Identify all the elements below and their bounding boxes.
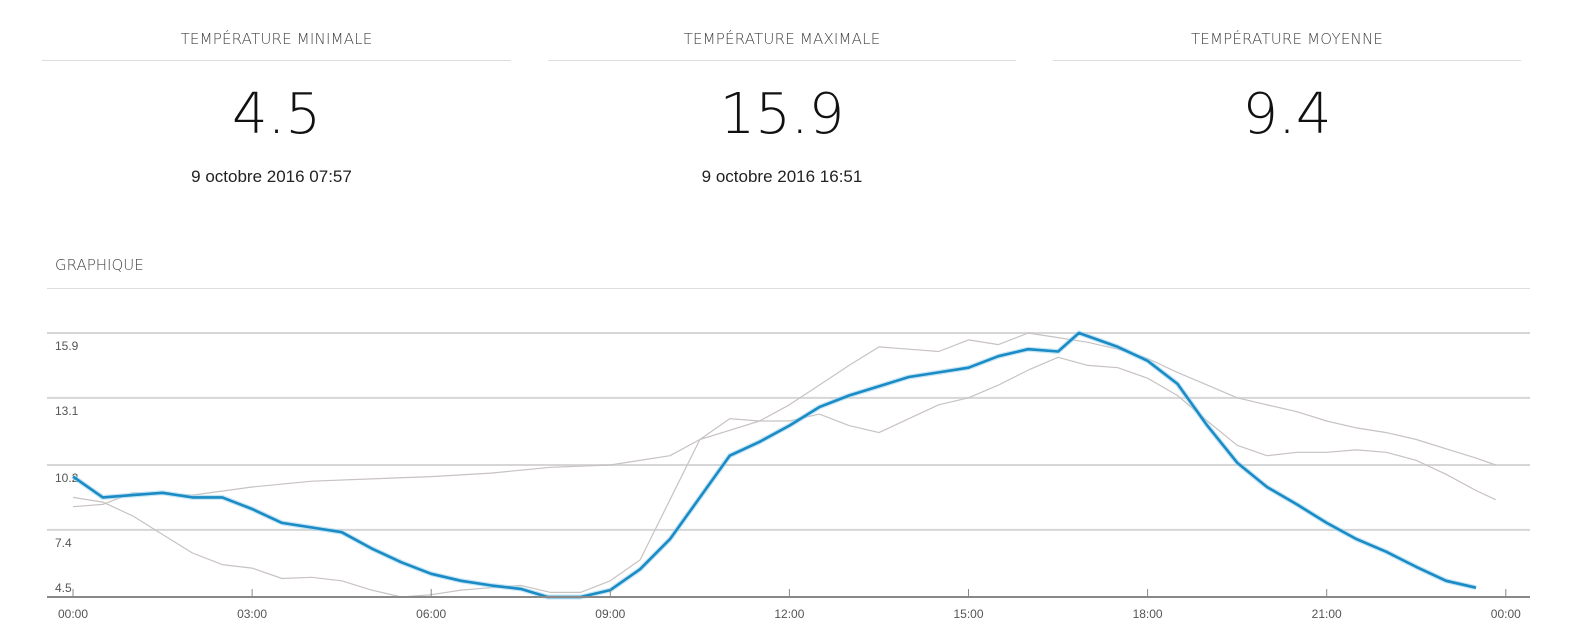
section-divider — [47, 288, 1530, 289]
x-tick-label: 12:00 — [774, 607, 804, 621]
x-tick-label: 09:00 — [595, 607, 625, 621]
avg-temperature-card: TEMPÉRATURE MOYENNE 9.4 — [1053, 0, 1521, 147]
graph-section-title: GRAPHIQUE — [55, 256, 144, 274]
y-tick-label: 15.9 — [55, 339, 79, 353]
series-line-reference-upper — [72, 332, 1496, 508]
x-tick-label: 00:00 — [58, 607, 88, 621]
x-tick-label: 00:00 — [1491, 607, 1521, 621]
x-tick-label: 21:00 — [1312, 607, 1342, 621]
series-line-today — [72, 331, 1477, 599]
max-temperature-card: TEMPÉRATURE MAXIMALE 15.9 9 octobre 2016… — [548, 0, 1016, 187]
max-temperature-value: 15.9 — [719, 82, 845, 147]
y-tick-label: 10.2 — [55, 471, 79, 485]
avg-temperature-value: 9.4 — [1242, 82, 1332, 147]
avg-temperature-title: TEMPÉRATURE MOYENNE — [1053, 0, 1521, 61]
y-tick-label: 7.4 — [55, 536, 72, 550]
x-tick-label: 15:00 — [953, 607, 983, 621]
min-temperature-value: 4.5 — [231, 82, 322, 147]
y-tick-label: 4.5 — [55, 581, 72, 595]
y-tick-label: 13.1 — [55, 404, 79, 418]
max-temperature-date: 9 octobre 2016 16:51 — [701, 167, 863, 186]
min-temperature-date: 9 octobre 2016 07:57 — [191, 167, 352, 186]
min-temperature-card: TEMPÉRATURE MINIMALE 4.5 9 octobre 2016 … — [42, 0, 511, 187]
x-tick-label: 18:00 — [1133, 607, 1163, 621]
x-tick-label: 03:00 — [237, 607, 267, 621]
series-line-reference-lower — [72, 356, 1496, 598]
x-tick-label: 06:00 — [416, 607, 446, 621]
min-temperature-title: TEMPÉRATURE MINIMALE — [42, 0, 511, 61]
max-temperature-title: TEMPÉRATURE MAXIMALE — [548, 0, 1016, 61]
